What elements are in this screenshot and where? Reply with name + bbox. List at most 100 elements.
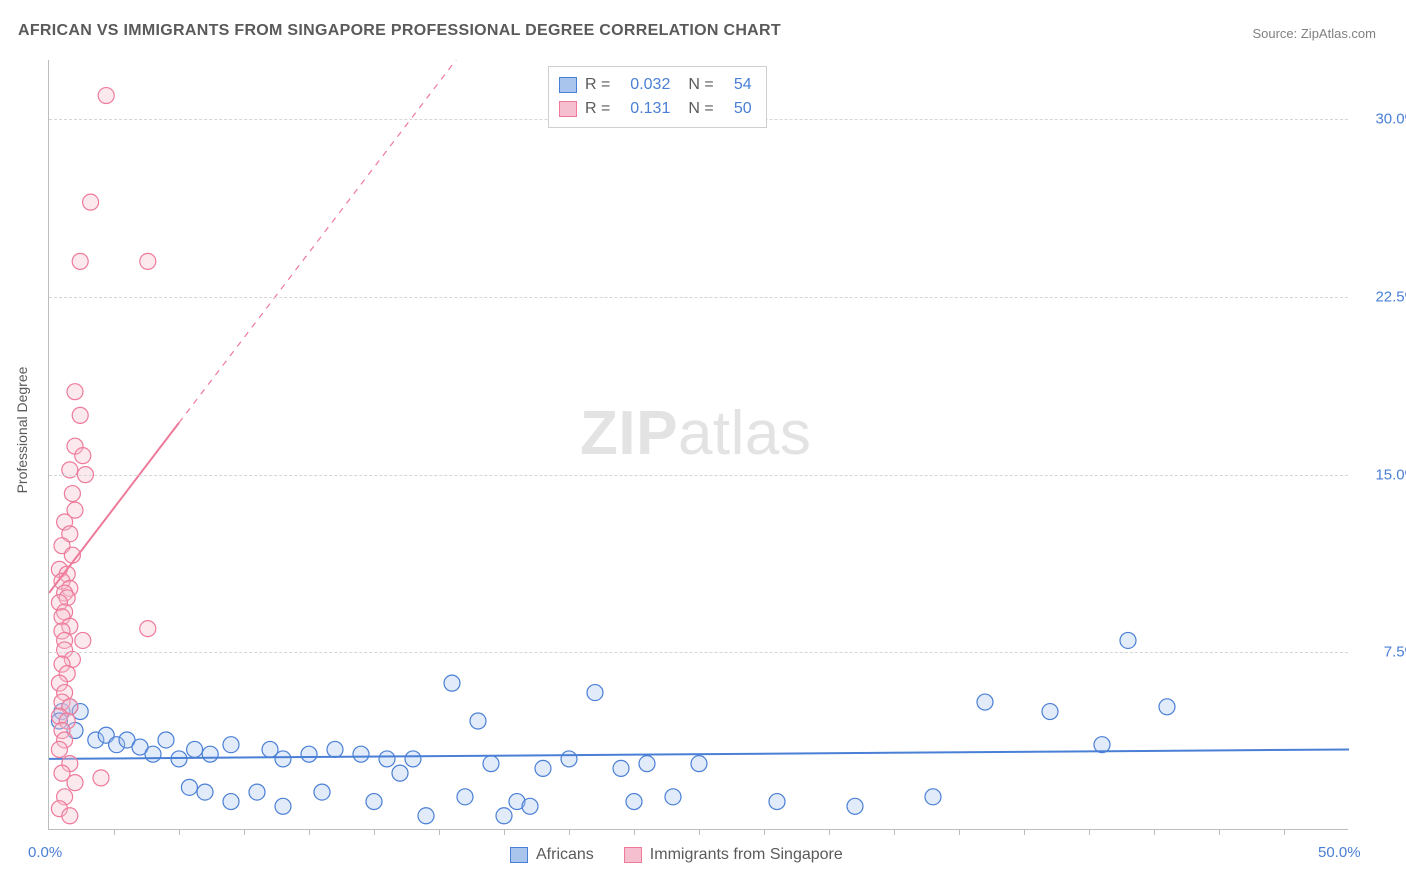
data-point-africans <box>691 756 707 772</box>
data-point-africans <box>977 694 993 710</box>
data-point-africans <box>181 779 197 795</box>
x-tick <box>114 829 115 835</box>
data-point-africans <box>769 794 785 810</box>
data-point-africans <box>301 746 317 762</box>
legend-stats: R =0.032N =54R =0.131N =50 <box>548 66 767 128</box>
data-point-singapore <box>64 486 80 502</box>
legend-item-africans: Africans <box>510 846 594 864</box>
data-point-africans <box>249 784 265 800</box>
legend-item-singapore: Immigrants from Singapore <box>624 846 843 864</box>
y-tick-label: 15.0% <box>1375 466 1406 483</box>
x-tick <box>699 829 700 835</box>
data-point-singapore <box>83 194 99 210</box>
data-point-africans <box>366 794 382 810</box>
data-point-africans <box>496 808 512 824</box>
x-tick <box>764 829 765 835</box>
x-tick <box>829 829 830 835</box>
legend-stat-row-africans: R = 0.032 N = 54 <box>559 73 752 97</box>
x-tick <box>1284 829 1285 835</box>
x-tick <box>374 829 375 835</box>
data-point-africans <box>1159 699 1175 715</box>
data-point-singapore <box>51 741 67 757</box>
y-tick-label: 22.5% <box>1375 288 1406 305</box>
x-tick <box>504 829 505 835</box>
source-link[interactable]: ZipAtlas.com <box>1301 26 1376 41</box>
scatter-svg <box>49 60 1349 830</box>
data-point-africans <box>470 713 486 729</box>
legend-label: Africans <box>536 846 594 864</box>
x-tick <box>959 829 960 835</box>
data-point-singapore <box>140 253 156 269</box>
data-point-africans <box>275 751 291 767</box>
data-point-africans <box>847 798 863 814</box>
data-point-singapore <box>93 770 109 786</box>
x-tick <box>1089 829 1090 835</box>
data-point-africans <box>202 746 218 762</box>
legend-n-value: 54 <box>722 76 752 94</box>
y-axis-label: Professional Degree <box>14 367 30 494</box>
x-tick <box>1154 829 1155 835</box>
data-point-africans <box>626 794 642 810</box>
data-point-africans <box>1042 704 1058 720</box>
data-point-singapore <box>75 632 91 648</box>
source-label: Source: <box>1252 26 1300 41</box>
data-point-africans <box>418 808 434 824</box>
gridline <box>49 652 1348 653</box>
x-tick <box>894 829 895 835</box>
data-point-singapore <box>72 407 88 423</box>
x-tick <box>439 829 440 835</box>
legend-label: Immigrants from Singapore <box>650 846 843 864</box>
legend-n-label: N = <box>688 100 713 118</box>
x-tick <box>1024 829 1025 835</box>
x-tick <box>569 829 570 835</box>
data-point-africans <box>483 756 499 772</box>
x-tick <box>244 829 245 835</box>
data-point-africans <box>187 741 203 757</box>
data-point-singapore <box>98 88 114 104</box>
data-point-africans <box>392 765 408 781</box>
legend-swatch <box>624 847 642 863</box>
data-point-africans <box>1120 632 1136 648</box>
y-tick-label: 30.0% <box>1375 111 1406 128</box>
data-point-africans <box>587 685 603 701</box>
data-point-singapore <box>72 253 88 269</box>
data-point-africans <box>405 751 421 767</box>
x-tick <box>634 829 635 835</box>
data-point-africans <box>613 760 629 776</box>
trendline-dashed-singapore <box>179 60 465 423</box>
legend-stat-row-singapore: R =0.131N =50 <box>559 97 752 121</box>
data-point-africans <box>535 760 551 776</box>
data-point-singapore <box>67 384 83 400</box>
plot-area: 7.5%15.0%22.5%30.0% <box>48 60 1348 830</box>
x-tick <box>1219 829 1220 835</box>
data-point-africans <box>197 784 213 800</box>
data-point-africans <box>158 732 174 748</box>
chart-title: AFRICAN VS IMMIGRANTS FROM SINGAPORE PRO… <box>18 22 781 40</box>
x-tick <box>309 829 310 835</box>
x-axis-end-label: 50.0% <box>1318 844 1361 861</box>
data-point-africans <box>522 798 538 814</box>
data-point-africans <box>457 789 473 805</box>
legend-swatch <box>559 77 577 93</box>
data-point-singapore <box>140 621 156 637</box>
data-point-africans <box>639 756 655 772</box>
data-point-africans <box>223 737 239 753</box>
legend-r-value: 0.032 <box>618 76 670 94</box>
data-point-africans <box>665 789 681 805</box>
legend-r-label: R = <box>585 76 610 94</box>
data-point-africans <box>314 784 330 800</box>
x-tick <box>179 829 180 835</box>
data-point-africans <box>925 789 941 805</box>
legend-n-label: N = <box>688 76 713 94</box>
legend-n-value: 50 <box>722 100 752 118</box>
data-point-africans <box>379 751 395 767</box>
gridline <box>49 475 1348 476</box>
data-point-africans <box>145 746 161 762</box>
data-point-africans <box>561 751 577 767</box>
gridline <box>49 297 1348 298</box>
data-point-singapore <box>67 775 83 791</box>
legend-swatch <box>559 101 577 117</box>
y-tick-label: 7.5% <box>1384 644 1406 661</box>
x-axis-origin-label: 0.0% <box>28 844 62 861</box>
data-point-africans <box>223 794 239 810</box>
